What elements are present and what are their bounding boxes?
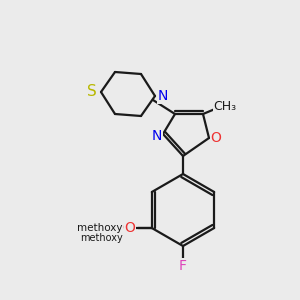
- Text: F: F: [179, 259, 187, 273]
- Text: S: S: [87, 85, 97, 100]
- Text: CH₃: CH₃: [213, 100, 237, 112]
- Text: O: O: [124, 221, 135, 235]
- Text: N: N: [158, 89, 168, 103]
- Text: N: N: [152, 129, 162, 143]
- Text: methoxy: methoxy: [80, 233, 123, 243]
- Text: methoxy: methoxy: [77, 223, 123, 233]
- Text: O: O: [211, 131, 221, 145]
- Text: O: O: [122, 221, 133, 235]
